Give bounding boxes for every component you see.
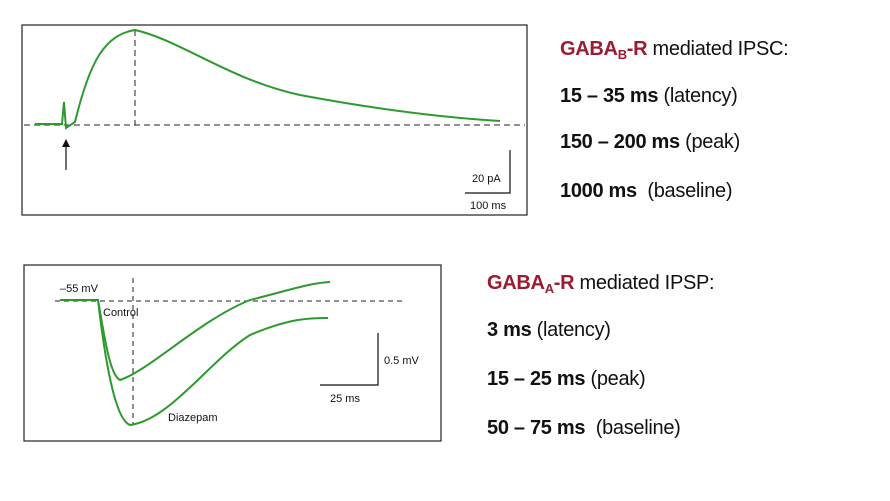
- scale-bar: [465, 150, 511, 194]
- timing-value: 3 ms: [487, 319, 532, 341]
- drug-label: Diazepam: [168, 412, 218, 424]
- ipsc-trace: [35, 28, 501, 130]
- timing-line: 15 – 25 ms (peak): [487, 368, 646, 391]
- scale-x-label: 100 ms: [470, 200, 507, 212]
- panel-a-frame: [23, 264, 442, 442]
- scale-bar: [320, 333, 379, 386]
- receptor-name: GABA: [560, 38, 618, 60]
- receptor-suffix: -R: [553, 272, 575, 294]
- timing-note: (peak): [679, 131, 740, 153]
- scale-y-label: 20 pA: [472, 173, 501, 185]
- scale-x-label: 25 ms: [330, 393, 360, 405]
- receptor-subscript: B: [617, 47, 627, 62]
- receptor-name: GABA: [487, 272, 545, 294]
- heading: GABAA-R mediated IPSP:: [487, 272, 715, 296]
- timing-value: 1000 ms: [560, 180, 637, 202]
- heading-rest: mediated IPSP:: [574, 272, 715, 294]
- receptor: GABAB-R: [560, 38, 648, 62]
- timing-note: (baseline): [636, 180, 733, 202]
- timing-note: (peak): [585, 368, 646, 390]
- timing-line: 50 – 75 ms (baseline): [487, 417, 681, 440]
- timing-value: 15 – 25 ms: [487, 368, 586, 390]
- timing-value: 150 – 200 ms: [560, 131, 680, 153]
- control-trace: [60, 281, 331, 382]
- control-label: Control: [103, 307, 138, 319]
- timing-note: (latency): [531, 319, 611, 341]
- receptor-subscript: A: [544, 281, 554, 296]
- heading-rest: mediated IPSC:: [647, 38, 789, 60]
- receptor: GABAA-R: [487, 272, 575, 296]
- potential-label: –55 mV: [60, 283, 99, 295]
- timing-line: 150 – 200 ms (peak): [560, 131, 740, 154]
- diazepam-trace: [60, 299, 329, 427]
- timing-line: 15 – 35 ms (latency): [560, 85, 738, 108]
- timing-value: 50 – 75 ms: [487, 417, 586, 439]
- timing-line: 1000 ms (baseline): [560, 180, 733, 203]
- timing-value: 15 – 35 ms: [560, 85, 659, 107]
- heading: GABAB-R mediated IPSC:: [560, 38, 789, 62]
- timing-note: (latency): [658, 85, 738, 107]
- timing-line: 3 ms (latency): [487, 319, 611, 342]
- timing-note: (baseline): [585, 417, 681, 439]
- arrow-head: [62, 139, 70, 147]
- receptor-suffix: -R: [626, 38, 648, 60]
- scale-y-label: 0.5 mV: [384, 355, 420, 367]
- panel-b-frame: [21, 24, 528, 216]
